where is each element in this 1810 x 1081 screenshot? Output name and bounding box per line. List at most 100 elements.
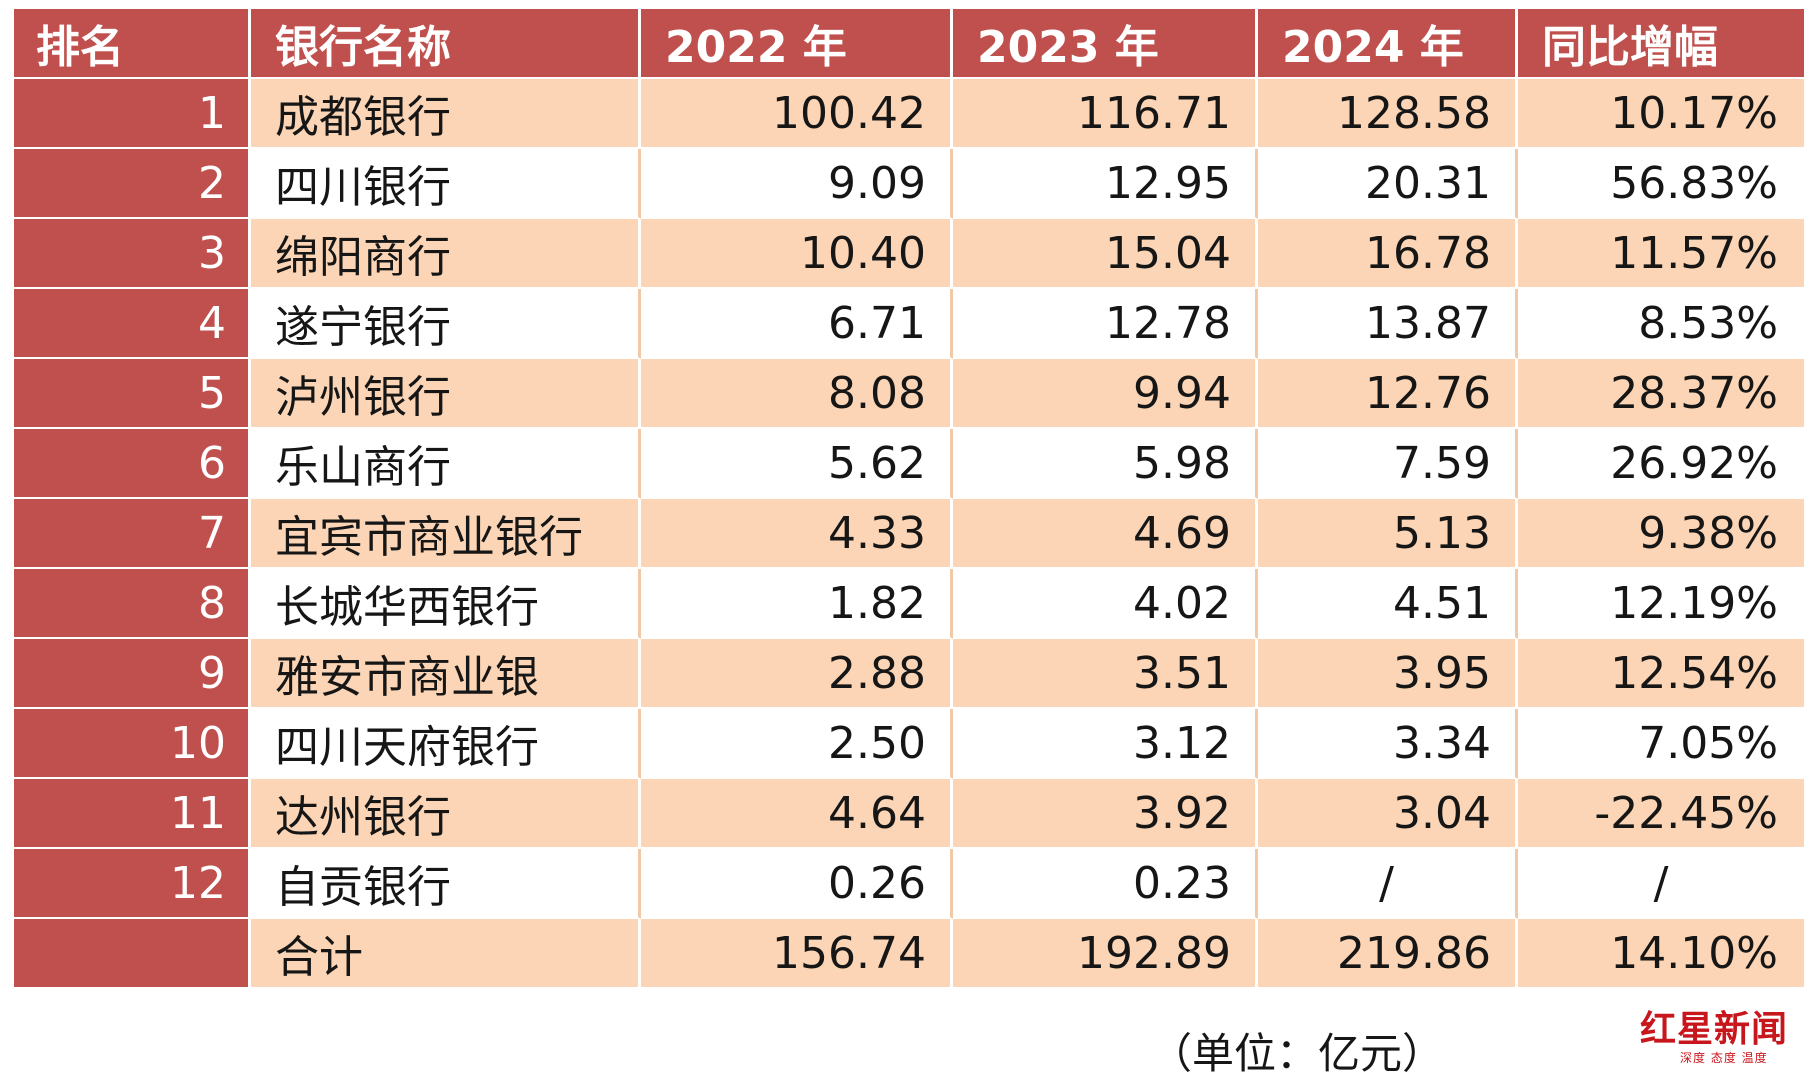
- value-2024-cell: 12.76: [1258, 359, 1518, 429]
- header-2022: 2022 年: [641, 9, 953, 79]
- value-2024-cell: 16.78: [1258, 219, 1518, 289]
- value-2023-cell: 12.78: [953, 289, 1258, 359]
- bank-name-cell: 合计: [251, 919, 641, 989]
- table-body: 1 成都银行 100.42 116.71 128.58 10.17% 2 四川银行 9.09 12…: [14, 79, 1804, 989]
- yoy-growth-cell: 28.37%: [1518, 359, 1804, 429]
- bank-name-cell: 长城华西银行: [251, 569, 641, 639]
- rank-cell: 6: [14, 429, 251, 499]
- total-row: 合计 156.74 192.89 219.86 14.10%: [14, 919, 1804, 989]
- value-2023-cell: 15.04: [953, 219, 1258, 289]
- value-2024-cell: 13.87: [1258, 289, 1518, 359]
- value-2024-cell: 4.51: [1258, 569, 1518, 639]
- table-row: 4 遂宁银行 6.71 12.78 13.87 8.53%: [14, 289, 1804, 359]
- value-2022-cell: 10.40: [641, 219, 953, 289]
- value-2023-cell: 5.98: [953, 429, 1258, 499]
- yoy-growth-cell: 56.83%: [1518, 149, 1804, 219]
- table-row: 8 长城华西银行 1.82 4.02 4.51 12.19%: [14, 569, 1804, 639]
- header-rank: 排名: [14, 9, 251, 79]
- table-row: 7 宜宾市商业银行 4.33 4.69 5.13 9.38%: [14, 499, 1804, 569]
- value-2024-cell: 7.59: [1258, 429, 1518, 499]
- value-2024-cell: 5.13: [1258, 499, 1518, 569]
- value-2022-cell: 100.42: [641, 79, 953, 149]
- yoy-growth-cell: -22.45%: [1518, 779, 1804, 849]
- yoy-growth-cell: 10.17%: [1518, 79, 1804, 149]
- header-bank-name: 银行名称: [251, 9, 641, 79]
- value-2022-cell: 6.71: [641, 289, 953, 359]
- bank-name-cell: 自贡银行: [251, 849, 641, 919]
- header-2024: 2024 年: [1258, 9, 1518, 79]
- table-row: 11 达州银行 4.64 3.92 3.04 -22.45%: [14, 779, 1804, 849]
- yoy-growth-cell: 9.38%: [1518, 499, 1804, 569]
- rank-cell: 12: [14, 849, 251, 919]
- value-2024-cell: 219.86: [1258, 919, 1518, 989]
- table-row: 1 成都银行 100.42 116.71 128.58 10.17%: [14, 79, 1804, 149]
- yoy-growth-cell: /: [1518, 849, 1804, 919]
- bank-name-cell: 绵阳商行: [251, 219, 641, 289]
- bank-name-cell: 乐山商行: [251, 429, 641, 499]
- value-2022-cell: 9.09: [641, 149, 953, 219]
- table-header-row: 排名 银行名称 2022 年 2023 年 2024 年 同比增幅: [14, 9, 1804, 79]
- value-2022-cell: 4.33: [641, 499, 953, 569]
- value-2023-cell: 4.02: [953, 569, 1258, 639]
- bank-name-cell: 四川天府银行: [251, 709, 641, 779]
- rank-cell: 5: [14, 359, 251, 429]
- rank-cell: 8: [14, 569, 251, 639]
- table-row: 10 四川天府银行 2.50 3.12 3.34 7.05%: [14, 709, 1804, 779]
- table-row: 2 四川银行 9.09 12.95 20.31 56.83%: [14, 149, 1804, 219]
- value-2022-cell: 8.08: [641, 359, 953, 429]
- rank-cell: 3: [14, 219, 251, 289]
- rank-cell: 2: [14, 149, 251, 219]
- yoy-growth-cell: 12.19%: [1518, 569, 1804, 639]
- value-2023-cell: 9.94: [953, 359, 1258, 429]
- table-row: 9 雅安市商业银 2.88 3.51 3.95 12.54%: [14, 639, 1804, 709]
- value-2022-cell: 4.64: [641, 779, 953, 849]
- rank-cell: 1: [14, 79, 251, 149]
- header-2023: 2023 年: [953, 9, 1258, 79]
- bank-name-cell: 雅安市商业银: [251, 639, 641, 709]
- bank-name-cell: 达州银行: [251, 779, 641, 849]
- bank-name-cell: 四川银行: [251, 149, 641, 219]
- value-2023-cell: 3.51: [953, 639, 1258, 709]
- value-2022-cell: 156.74: [641, 919, 953, 989]
- value-2024-cell: 128.58: [1258, 79, 1518, 149]
- value-2024-cell: 3.34: [1258, 709, 1518, 779]
- value-2024-cell: 3.04: [1258, 779, 1518, 849]
- value-2023-cell: 4.69: [953, 499, 1258, 569]
- value-2022-cell: 2.88: [641, 639, 953, 709]
- value-2024-cell: 3.95: [1258, 639, 1518, 709]
- value-2023-cell: 12.95: [953, 149, 1258, 219]
- rank-cell: 11: [14, 779, 251, 849]
- header-yoy: 同比增幅: [1518, 9, 1804, 79]
- yoy-growth-cell: 14.10%: [1518, 919, 1804, 989]
- rank-cell: 10: [14, 709, 251, 779]
- bank-name-cell: 成都银行: [251, 79, 641, 149]
- bank-name-cell: 宜宾市商业银行: [251, 499, 641, 569]
- value-2024-cell: 20.31: [1258, 149, 1518, 219]
- value-2022-cell: 0.26: [641, 849, 953, 919]
- rank-cell: 4: [14, 289, 251, 359]
- data-table: 排名 银行名称 2022 年 2023 年 2024 年 同比增幅 1 成都银行 1…: [14, 9, 1804, 989]
- value-2023-cell: 3.12: [953, 709, 1258, 779]
- table-row: 6 乐山商行 5.62 5.98 7.59 26.92%: [14, 429, 1804, 499]
- yoy-growth-cell: 8.53%: [1518, 289, 1804, 359]
- rank-cell: 9: [14, 639, 251, 709]
- bank-name-cell: 遂宁银行: [251, 289, 641, 359]
- rank-cell: 7: [14, 499, 251, 569]
- value-2022-cell: 2.50: [641, 709, 953, 779]
- unit-note: （单位：亿元）: [1150, 1029, 1445, 1078]
- logo-main-text: 红星新闻: [1640, 1008, 1789, 1050]
- value-2022-cell: 5.62: [641, 429, 953, 499]
- yoy-growth-cell: 12.54%: [1518, 639, 1804, 709]
- value-2023-cell: 0.23: [953, 849, 1258, 919]
- bank-name-cell: 泸州银行: [251, 359, 641, 429]
- value-2023-cell: 192.89: [953, 919, 1258, 989]
- hongxing-news-logo: 红星新闻 深度 态度 温度: [1640, 1008, 1802, 1076]
- yoy-growth-cell: 26.92%: [1518, 429, 1804, 499]
- logo-tagline: 深度 态度 温度: [1680, 1051, 1768, 1065]
- value-2023-cell: 116.71: [953, 79, 1258, 149]
- value-2023-cell: 3.92: [953, 779, 1258, 849]
- yoy-growth-cell: 7.05%: [1518, 709, 1804, 779]
- table-row: 5 泸州银行 8.08 9.94 12.76 28.37%: [14, 359, 1804, 429]
- yoy-growth-cell: 11.57%: [1518, 219, 1804, 289]
- value-2022-cell: 1.82: [641, 569, 953, 639]
